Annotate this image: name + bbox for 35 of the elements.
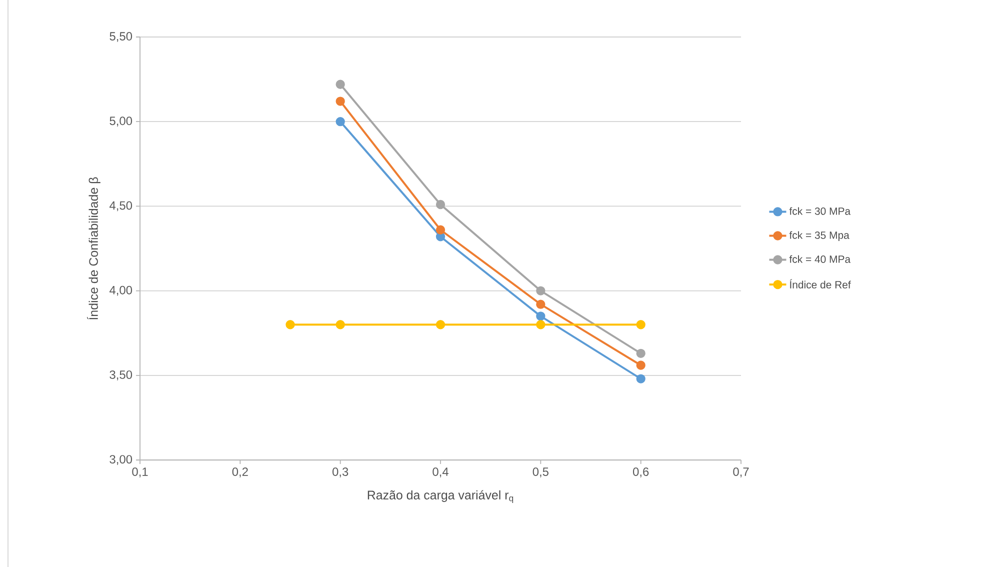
point xyxy=(436,225,446,234)
point xyxy=(436,320,446,330)
point xyxy=(336,80,345,89)
y-axis-title: Índice de Confiabilidade β xyxy=(87,177,100,320)
point xyxy=(536,300,546,309)
y-tick-label: 4,00 xyxy=(110,286,132,296)
y-tick-label: 3,50 xyxy=(110,370,132,380)
y-tick-label: 5,50 xyxy=(110,32,132,42)
point xyxy=(286,320,295,330)
legend-label: fck = 35 Mpa xyxy=(789,231,850,241)
x-tick-label: 0,5 xyxy=(532,468,548,478)
point xyxy=(436,200,446,210)
point xyxy=(636,374,646,384)
point xyxy=(336,117,345,126)
y-tick-label: 3,00 xyxy=(110,455,132,465)
point xyxy=(336,320,345,330)
point xyxy=(536,286,546,296)
y-tick-label: 5,00 xyxy=(110,116,132,127)
x-tick-label: 0,4 xyxy=(432,468,448,478)
x-tick-label: 0,6 xyxy=(632,468,649,478)
x-tick-label: 0,3 xyxy=(332,468,348,478)
point xyxy=(636,320,646,330)
y-tick-label: 4,50 xyxy=(110,201,132,212)
point xyxy=(636,348,646,358)
x-tick-label: 0,7 xyxy=(733,468,749,478)
x-axis-title: Razão da carga variável r$_{q}$ xyxy=(368,490,514,503)
point xyxy=(636,360,646,370)
legend-label: fck = 30 MPa xyxy=(789,207,851,215)
x-tick-label: 0,1 xyxy=(132,468,148,478)
point xyxy=(336,96,345,106)
legend-label: fck = 40 MPa xyxy=(789,255,851,263)
legend-label: Índice de Ref xyxy=(790,279,851,288)
point xyxy=(536,312,546,321)
point xyxy=(536,320,546,330)
x-tick-label: 0,2 xyxy=(232,468,248,478)
